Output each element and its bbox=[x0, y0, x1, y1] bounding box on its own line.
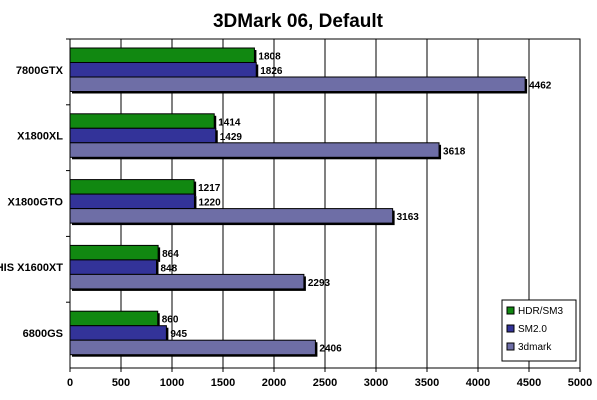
category-label: HIS X1600XT bbox=[0, 262, 63, 274]
data-label: 4462 bbox=[529, 81, 552, 92]
x-tick-label: 3000 bbox=[364, 377, 388, 389]
category-label: 7800GTX bbox=[16, 65, 64, 77]
bar bbox=[69, 208, 394, 224]
data-label: 1414 bbox=[218, 117, 241, 128]
legend-swatch bbox=[506, 306, 515, 315]
bar bbox=[69, 113, 215, 129]
bar bbox=[69, 339, 316, 356]
data-label: 1808 bbox=[258, 52, 281, 63]
x-tick-label: 500 bbox=[112, 377, 130, 389]
data-label: 1429 bbox=[220, 132, 243, 143]
x-tick-label: 3500 bbox=[415, 377, 439, 389]
data-label: 3163 bbox=[397, 212, 420, 223]
chart-title: 3DMark 06, Default bbox=[213, 11, 384, 32]
bar bbox=[69, 76, 526, 92]
gridlines bbox=[66, 38, 581, 372]
bars-group bbox=[69, 47, 528, 357]
legend-label: 3dmark bbox=[518, 342, 552, 353]
bar bbox=[69, 47, 255, 63]
data-label: 2293 bbox=[308, 278, 331, 289]
x-tick-label: 0 bbox=[67, 377, 73, 389]
data-label: 3618 bbox=[443, 146, 466, 157]
bar bbox=[69, 127, 217, 144]
bar bbox=[69, 244, 159, 261]
x-tick-label: 4000 bbox=[466, 377, 490, 389]
data-label: 1826 bbox=[260, 66, 283, 77]
category-label: X1800GTO bbox=[8, 196, 64, 208]
legend: HDR/SM3 SM2.0 3dmark bbox=[501, 299, 577, 362]
legend-label: SM2.0 bbox=[518, 324, 547, 335]
category-label: X1800XL bbox=[17, 131, 63, 143]
data-labels-group: 1808 1826 4462 1414 1429 3618 1217 1220 3163 864 8… bbox=[160, 52, 551, 355]
data-label: 1217 bbox=[198, 183, 221, 194]
x-tick-label: 1000 bbox=[160, 377, 184, 389]
bar bbox=[69, 325, 167, 341]
data-label: 2406 bbox=[319, 344, 342, 355]
bar bbox=[69, 310, 159, 327]
legend-label: HDR/SM3 bbox=[518, 306, 563, 317]
bar bbox=[69, 179, 195, 195]
x-tick-label: 1500 bbox=[211, 377, 235, 389]
x-tick-label: 2000 bbox=[262, 377, 286, 389]
data-label: 864 bbox=[162, 249, 179, 260]
bar bbox=[69, 193, 195, 210]
bar bbox=[69, 142, 440, 158]
bar bbox=[69, 259, 157, 275]
x-tick-labels-group: 0 500 1000 1500 2000 2500 3000 3500 4000 4500 5000 bbox=[67, 377, 592, 389]
data-label: 860 bbox=[162, 315, 179, 326]
x-tick-label: 2500 bbox=[313, 377, 337, 389]
bar bbox=[69, 273, 305, 290]
data-label: 848 bbox=[160, 263, 177, 274]
bar bbox=[69, 62, 257, 78]
legend-swatch bbox=[506, 324, 515, 333]
category-label: 6800GS bbox=[23, 328, 63, 340]
category-labels-group: 7800GTX X1800XL X1800GTO HIS X1600XT 6800GS bbox=[0, 65, 64, 340]
x-tick-label: 4500 bbox=[517, 377, 541, 389]
legend-swatch bbox=[506, 342, 515, 351]
data-label: 945 bbox=[170, 329, 187, 340]
x-tick-label: 5000 bbox=[568, 377, 592, 389]
data-label: 1220 bbox=[198, 198, 221, 209]
